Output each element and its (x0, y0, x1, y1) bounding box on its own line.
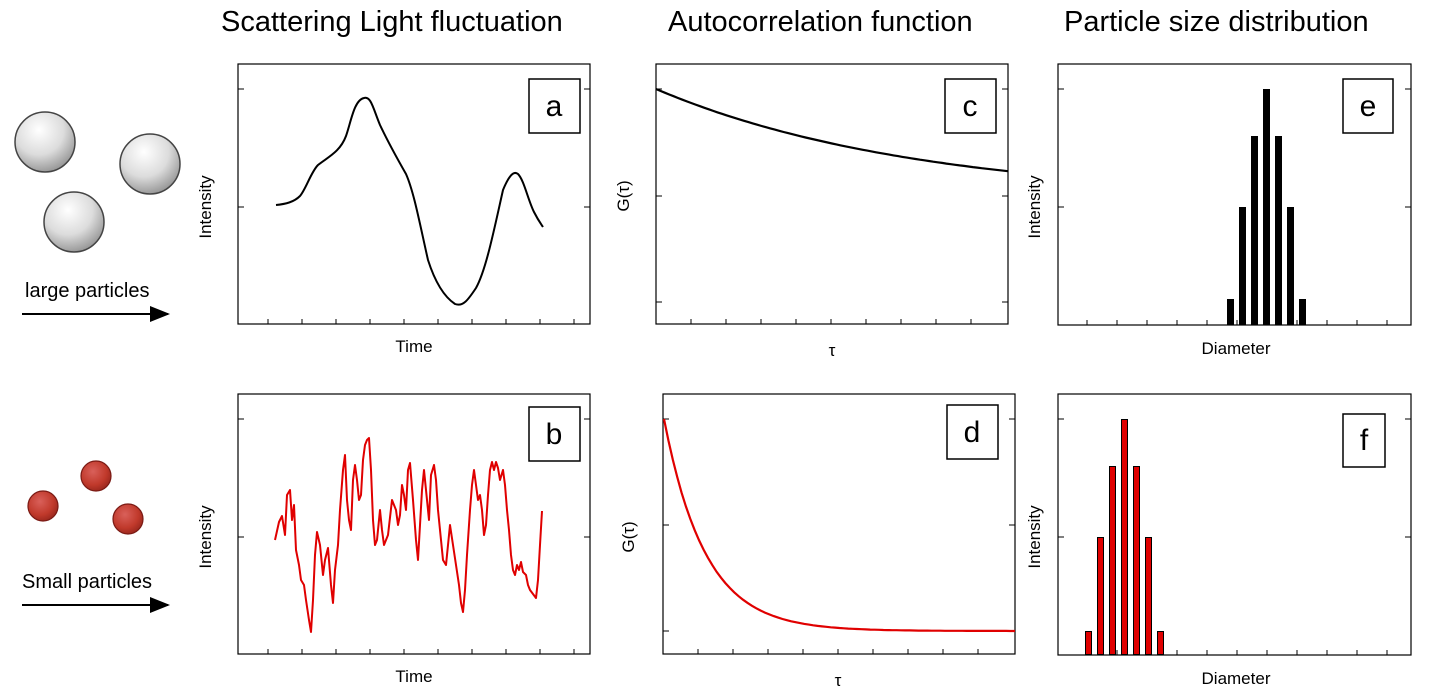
panel-b-label-box (528, 406, 581, 462)
large-particle (43, 191, 105, 253)
panel-f-bar (1085, 631, 1092, 655)
panel-c-label: c (963, 90, 978, 123)
panel-e-ticks (1058, 88, 1411, 326)
panel-e-ylabel: Intensity (1025, 175, 1044, 239)
panel-e: e Diameter Intensity (1025, 63, 1412, 358)
panel-a-label-box (528, 78, 581, 134)
large-particle (14, 111, 76, 173)
panel-b-label: b (546, 418, 563, 451)
panel-e-bar (1287, 207, 1294, 325)
panel-f-bar (1097, 537, 1104, 655)
panel-c-autocorrelation-curve (655, 87, 1009, 173)
column-title-scattering: Scattering Light fluctuation (221, 6, 563, 38)
column-title-size-distribution: Particle size distribution (1064, 6, 1369, 38)
small-particle (112, 503, 144, 535)
panel-f-bar (1133, 466, 1140, 655)
large-particles-label: large particles (25, 280, 150, 302)
panel-a-intensity-trace (275, 96, 544, 306)
panel-e-bar (1263, 89, 1270, 325)
panel-a-xlabel: Time (395, 337, 432, 356)
panel-d-ticks (663, 418, 1015, 654)
panel-c-ylabel: G(τ) (614, 180, 633, 211)
panel-b-xlabel: Time (395, 667, 432, 686)
panel-a-ylabel: Intensity (196, 175, 215, 239)
panel-d-label: d (964, 416, 981, 449)
panel-b-frame (237, 393, 591, 655)
panel-c-frame (655, 63, 1009, 325)
panel-d-frame (662, 393, 1016, 655)
panel-f-ylabel: Intensity (1025, 505, 1044, 569)
large-particle (119, 133, 181, 195)
panel-e-label-box (1342, 78, 1394, 134)
panel-f-bar (1157, 631, 1164, 655)
panel-d-ylabel: G(τ) (619, 521, 638, 552)
panel-f-frame (1057, 393, 1412, 656)
panel-d-label-box (946, 404, 999, 460)
panel-d-xlabel: τ (835, 671, 842, 690)
panel-c: c τ G(τ) (614, 63, 1009, 360)
small-particles-label: Small particles (22, 571, 153, 593)
panel-f-xlabel: Diameter (1202, 669, 1271, 688)
panel-e-xlabel: Diameter (1202, 339, 1271, 358)
panel-b: b Time Intensity (196, 393, 591, 686)
panel-f: f Diameter Intensity (1025, 393, 1412, 688)
panel-f-bars (1085, 419, 1164, 655)
panel-f-label: f (1360, 424, 1369, 457)
panel-f-bar (1109, 466, 1116, 655)
panel-d: d τ G(τ) (619, 393, 1016, 690)
panel-e-frame (1057, 63, 1412, 326)
panel-d-autocorrelation-curve (662, 418, 1015, 633)
panel-c-label-box (944, 78, 997, 134)
panel-f-label-box (1342, 413, 1386, 468)
panel-e-bars (1227, 89, 1306, 325)
panel-e-bar (1251, 136, 1258, 325)
panel-a-ticks (238, 88, 590, 325)
panel-e-bar (1275, 136, 1282, 325)
panel-c-ticks (656, 88, 1008, 324)
panel-e-bar (1299, 299, 1306, 325)
panel-e-bar (1227, 299, 1234, 325)
small-particle (80, 460, 112, 492)
panel-e-label: e (1360, 90, 1377, 123)
panel-a-frame (237, 63, 591, 325)
panel-f-bar (1145, 537, 1152, 655)
panel-e-bar (1239, 207, 1246, 325)
panel-a: a Time Intensity (196, 63, 591, 356)
small-particle (27, 490, 59, 522)
panel-f-bar (1121, 419, 1128, 655)
panel-b-ylabel: Intensity (196, 505, 215, 569)
panel-b-intensity-trace (274, 437, 543, 633)
panel-c-xlabel: τ (829, 341, 836, 360)
panel-b-ticks (238, 418, 590, 655)
column-title-autocorrelation: Autocorrelation function (668, 6, 973, 38)
panel-a-label: a (546, 90, 563, 123)
